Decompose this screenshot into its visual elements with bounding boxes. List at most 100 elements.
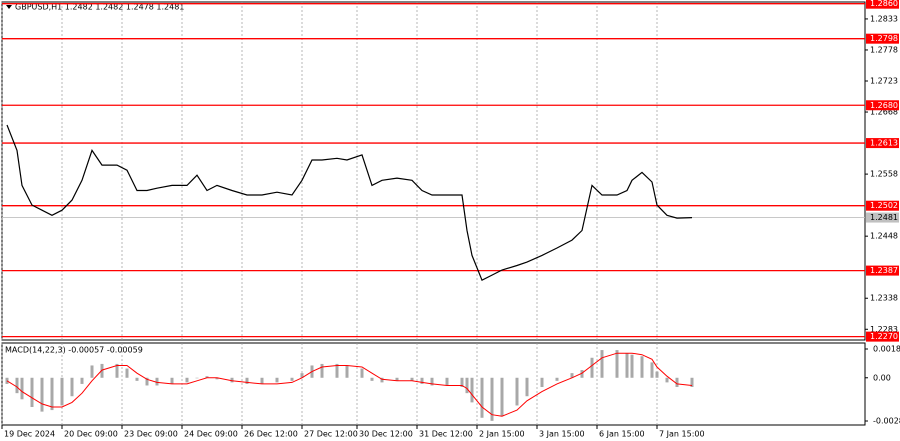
macd-bar <box>230 377 234 383</box>
y-tick-label: 1.2283 <box>870 325 898 334</box>
macd-bar <box>15 377 19 394</box>
y-tick-label: -0.00281 <box>873 417 900 426</box>
macd-bar <box>395 377 399 381</box>
x-tick-label: 7 Jan 15:00 <box>659 430 705 439</box>
macd-bar <box>245 377 249 384</box>
y-tick-label: 0.00187 <box>873 345 900 354</box>
x-tick-label: 31 Dec 12:00 <box>419 430 473 439</box>
macd-bar <box>155 377 159 386</box>
macd-bar <box>630 354 634 378</box>
macd-bar <box>540 377 544 387</box>
macd-bar <box>260 377 264 384</box>
last-price-label: 1.2481 <box>870 213 898 222</box>
price-line <box>6 124 693 282</box>
macd-bar <box>170 377 174 384</box>
level-label: 1.2502 <box>870 201 898 210</box>
macd-bar <box>675 377 679 387</box>
macd-bar <box>135 377 139 381</box>
macd-bar <box>80 377 84 384</box>
x-tick-label: 6 Jan 15:00 <box>599 430 645 439</box>
macd-bar <box>30 377 34 407</box>
macd-bar <box>430 377 434 386</box>
y-tick-label: 1.2833 <box>870 14 898 23</box>
macd-bar <box>380 377 384 383</box>
macd-bar <box>100 363 104 378</box>
macd-bar <box>195 377 199 379</box>
y-tick-label: 0.00 <box>873 373 891 382</box>
macd-bar <box>500 377 504 417</box>
macd-bar <box>345 365 349 378</box>
level-label-box <box>866 138 899 149</box>
level-label-box <box>866 100 899 111</box>
macd-bar <box>470 377 474 403</box>
menu-arrow <box>6 5 12 9</box>
macd-bar <box>125 368 129 378</box>
macd-bar <box>300 373 304 378</box>
level-label: 1.2680 <box>870 101 898 110</box>
macd-bar <box>690 377 694 387</box>
macd-bar <box>70 377 74 397</box>
macd-bar <box>90 365 94 378</box>
macd-bar <box>40 377 44 412</box>
level-label: 1.2270 <box>870 332 898 341</box>
macd-bar <box>275 377 279 383</box>
macd-bar <box>145 377 149 386</box>
x-tick-label: 3 Jan 15:00 <box>539 430 585 439</box>
chart-title: GBPUSD,H1 1.2482 1.2482 1.2478 1.2481 <box>15 3 184 12</box>
level-label: 1.2387 <box>870 266 898 275</box>
macd-bar <box>655 371 659 378</box>
level-label: 1.2613 <box>870 139 898 148</box>
x-tick-label: 27 Dec 12:00 <box>304 430 358 439</box>
macd-bar <box>60 377 64 406</box>
macd-bar <box>185 377 189 383</box>
main-panel <box>1 1 866 341</box>
macd-bar <box>525 377 529 397</box>
level-label-box <box>866 0 899 9</box>
macd-bar <box>650 362 654 378</box>
x-tick-label: 24 Dec 09:00 <box>184 430 238 439</box>
x-tick-label: 19 Dec 2024 <box>4 430 55 439</box>
x-tick-label: 30 Dec 12:00 <box>359 430 413 439</box>
macd-bar <box>480 377 484 418</box>
macd-bar <box>50 377 54 411</box>
macd-bar <box>465 377 469 394</box>
macd-bar <box>490 377 494 421</box>
x-tick-label: 26 Dec 12:00 <box>244 430 298 439</box>
y-tick-label: 1.2338 <box>870 294 898 303</box>
macd-bar <box>360 368 364 378</box>
x-tick-label: 2 Jan 15:00 <box>479 430 525 439</box>
macd-bar <box>20 377 24 400</box>
level-label: 1.2860 <box>870 0 898 8</box>
macd-bar <box>410 377 414 381</box>
macd-bar <box>555 377 559 381</box>
x-tick-label: 23 Dec 09:00 <box>124 430 178 439</box>
x-tick-label: 20 Dec 09:00 <box>64 430 118 439</box>
level-label-box <box>866 265 899 276</box>
y-tick-label: 1.2558 <box>870 170 898 179</box>
macd-bar <box>335 363 339 378</box>
macd-bar <box>580 370 584 378</box>
level-label-box <box>866 200 899 211</box>
last-price-box <box>866 212 899 223</box>
y-tick-label: 1.2668 <box>870 108 898 117</box>
level-label-box <box>866 331 899 342</box>
macd-bar <box>290 377 294 381</box>
macd-bar <box>205 376 209 378</box>
macd-bar <box>445 377 449 386</box>
macd-bar <box>600 350 604 378</box>
macd-bar <box>370 377 374 381</box>
macd-title: MACD(14,22,3) -0.00057 -0.00059 <box>5 346 143 355</box>
macd-bar <box>515 377 519 406</box>
y-tick-label: 1.2448 <box>870 232 898 241</box>
macd-bar <box>420 377 424 384</box>
y-tick-label: 1.2778 <box>870 45 898 54</box>
macd-bar <box>215 377 219 380</box>
macd-bar <box>615 350 619 378</box>
macd-bar <box>460 377 464 387</box>
macd-bar <box>625 353 629 378</box>
level-label: 1.2798 <box>870 34 898 43</box>
macd-bar <box>115 363 119 378</box>
macd-bar <box>570 373 574 378</box>
macd-bar <box>320 363 324 378</box>
